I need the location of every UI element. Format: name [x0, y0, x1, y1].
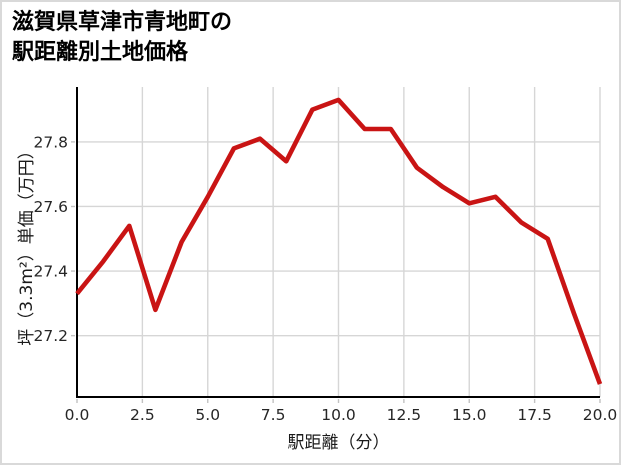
x-tick-label: 10.0: [321, 406, 356, 424]
y-tick-label: 27.2: [33, 327, 68, 345]
y-axis-label: 坪（3.3m²）単価（万円）: [17, 142, 37, 346]
y-tick-label: 27.6: [33, 198, 68, 216]
y-tick-label: 27.8: [33, 133, 68, 151]
x-tick-label: 15.0: [452, 406, 487, 424]
x-tick-label: 5.0: [195, 406, 220, 424]
price-line: [75, 97, 603, 385]
chart-title: 滋賀県草津市青地町の 駅距離別土地価格: [12, 8, 232, 69]
chart-title-line2: 駅距離別土地価格: [12, 40, 189, 66]
y-tick-label: 27.4: [33, 263, 68, 281]
chart-title-line1: 滋賀県草津市青地町の: [12, 10, 233, 35]
x-tick-label: 12.5: [387, 406, 422, 424]
x-tick-label: 17.5: [517, 406, 552, 424]
x-tick-label: 0.0: [65, 406, 90, 424]
x-tick-label: 7.5: [261, 406, 286, 424]
x-tick-label: 2.5: [130, 406, 155, 424]
x-axis-label: 駅距離（分）: [287, 433, 390, 453]
x-tick-label: 20.0: [583, 406, 618, 424]
